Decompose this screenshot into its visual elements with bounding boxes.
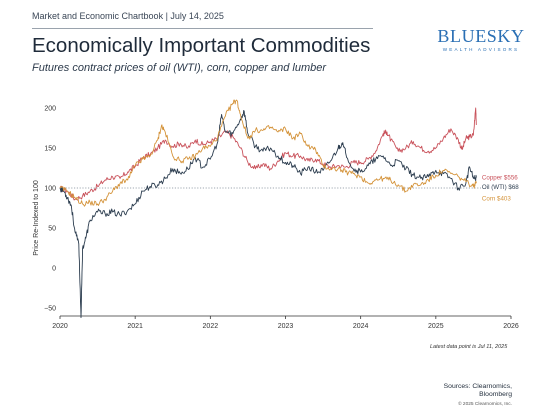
header-divider bbox=[32, 28, 373, 29]
sources-text: Sources: Clearnomics, Bloomberg bbox=[444, 383, 512, 399]
copyright-text: © 2025 Clearnomics, Inc. bbox=[458, 402, 512, 407]
x-tick-label: 2022 bbox=[203, 323, 219, 330]
latest-data-note: Latest data point is Jul 11, 2025 bbox=[430, 344, 508, 350]
x-tick-label: 2024 bbox=[353, 323, 369, 330]
y-tick-label: 50 bbox=[48, 226, 56, 233]
y-tick-label: 0 bbox=[52, 266, 56, 273]
x-tick-label: 2026 bbox=[503, 323, 519, 330]
chartbook-kicker: Market and Economic Chartbook | July 14,… bbox=[32, 11, 224, 21]
chart-subtitle: Futures contract prices of oil (WTI), co… bbox=[32, 62, 327, 74]
y-tick-label: 150 bbox=[44, 146, 56, 153]
chart-title: Economically Important Commodities bbox=[32, 34, 371, 57]
copper-end-label: Copper $556 bbox=[482, 175, 518, 182]
oil-wti-end-label: Oil (WTI) $68 bbox=[482, 184, 519, 191]
sources-line-2: Bloomberg bbox=[479, 391, 512, 398]
y-tick-label: 200 bbox=[44, 106, 56, 113]
sources-line-1: Sources: Clearnomics, bbox=[443, 383, 512, 390]
x-tick-label: 2020 bbox=[52, 323, 68, 330]
logo-tagline: WEALTH ADVISORS bbox=[442, 47, 520, 52]
y-tick-label: −50 bbox=[44, 306, 56, 313]
bluesky-logo: BLUESKY WEALTH ADVISORS bbox=[424, 27, 538, 52]
copper-series-line bbox=[59, 107, 477, 201]
x-tick-label: 2023 bbox=[278, 323, 294, 330]
corn-series-line bbox=[59, 99, 477, 207]
x-tick-label: 2025 bbox=[428, 323, 444, 330]
x-tick-label: 2021 bbox=[127, 323, 143, 330]
y-tick-label: 100 bbox=[44, 186, 56, 193]
y-axis-title: Price Re-Indexed to 100 bbox=[33, 180, 40, 256]
corn-end-label: Corn $403 bbox=[482, 195, 511, 202]
oil-wti-series-line bbox=[59, 109, 477, 319]
logo-wordmark: BLUESKY bbox=[437, 26, 525, 46]
